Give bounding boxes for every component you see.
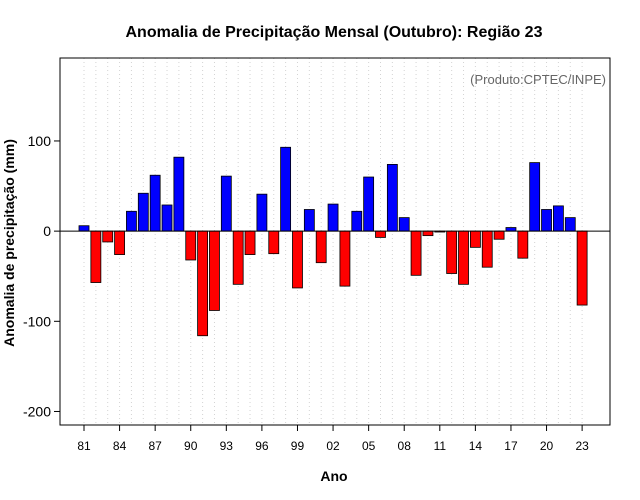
x-tick-label-99: 99 xyxy=(291,439,305,453)
y-tick-label--200: -200 xyxy=(23,403,51,419)
bar-2000 xyxy=(303,209,315,232)
bar-1997 xyxy=(268,230,280,255)
bar-2023 xyxy=(576,230,588,306)
y-tick-label--100: -100 xyxy=(23,313,51,329)
x-tick-label-96: 96 xyxy=(255,439,269,453)
bar-1986 xyxy=(137,192,149,232)
bar-2016 xyxy=(493,230,505,240)
x-tick-label-08: 08 xyxy=(398,439,412,453)
x-axis-label: Ano xyxy=(320,468,347,484)
bar-1995 xyxy=(244,230,256,255)
x-tick-label-87: 87 xyxy=(148,439,162,453)
bar-2018 xyxy=(517,230,529,259)
bar-2015 xyxy=(481,230,493,268)
bar-1988 xyxy=(161,204,173,232)
y-axis-label: Anomalia de precipitação (mm) xyxy=(1,139,17,347)
x-tick-label-20: 20 xyxy=(540,439,554,453)
credit-label: (Produto:CPTEC/INPE) xyxy=(470,72,606,87)
bar-1984 xyxy=(114,230,125,255)
bar-2019 xyxy=(529,162,541,232)
grid-lines xyxy=(83,58,583,425)
bar-1994 xyxy=(232,230,244,285)
bar-2003 xyxy=(339,230,351,287)
bar-1987 xyxy=(149,174,161,232)
x-tick-label-17: 17 xyxy=(504,439,518,453)
bar-2021 xyxy=(553,205,564,232)
bars xyxy=(78,146,588,337)
x-tick-label-14: 14 xyxy=(469,439,483,453)
bar-1981 xyxy=(78,225,90,232)
bar-1989 xyxy=(173,156,185,232)
bar-1996 xyxy=(256,193,268,232)
x-tick-label-93: 93 xyxy=(220,439,234,453)
x-tick-label-05: 05 xyxy=(362,439,376,453)
x-tick-label-11: 11 xyxy=(434,439,447,453)
bar-2022 xyxy=(564,217,576,232)
bar-2009 xyxy=(410,230,422,276)
plot-frame xyxy=(59,57,611,426)
x-tick-label-84: 84 xyxy=(113,439,127,453)
bar-2020 xyxy=(541,209,552,232)
x-tick-label-90: 90 xyxy=(184,439,198,453)
bar-1990 xyxy=(185,230,197,261)
bar-2012 xyxy=(446,230,458,274)
bar-2007 xyxy=(386,164,398,232)
bar-2017 xyxy=(505,227,517,232)
y-tick-label-100: 100 xyxy=(28,133,52,149)
bar-2014 xyxy=(469,230,481,248)
bar-1999 xyxy=(292,230,303,289)
bar-2004 xyxy=(351,210,363,232)
bar-2008 xyxy=(398,217,410,232)
bar-1991 xyxy=(197,230,209,337)
bar-1992 xyxy=(209,230,220,311)
x-tick-label-81: 81 xyxy=(77,439,91,453)
bar-1983 xyxy=(102,230,114,243)
bar-1985 xyxy=(126,210,137,232)
bar-1993 xyxy=(220,175,232,232)
chart-title: Anomalia de Precipitação Mensal (Outubro… xyxy=(126,24,543,41)
bar-1982 xyxy=(90,230,102,283)
bar-1998 xyxy=(280,146,292,232)
bar-2006 xyxy=(375,230,386,238)
y-tick-label-0: 0 xyxy=(43,223,51,239)
bar-2005 xyxy=(363,176,375,232)
x-axis-ticks: 81 84 87 90 93 96 99 02 05 08 11 14 17 20 23 xyxy=(77,425,589,453)
bar-2002 xyxy=(327,203,339,232)
bar-2001 xyxy=(315,230,327,264)
y-axis-ticks: -200 -100 0 100 xyxy=(23,133,60,419)
x-tick-label-02: 02 xyxy=(326,439,340,453)
bar-2010 xyxy=(422,230,434,237)
bar-2013 xyxy=(458,230,469,285)
x-tick-label-23: 23 xyxy=(575,439,589,453)
